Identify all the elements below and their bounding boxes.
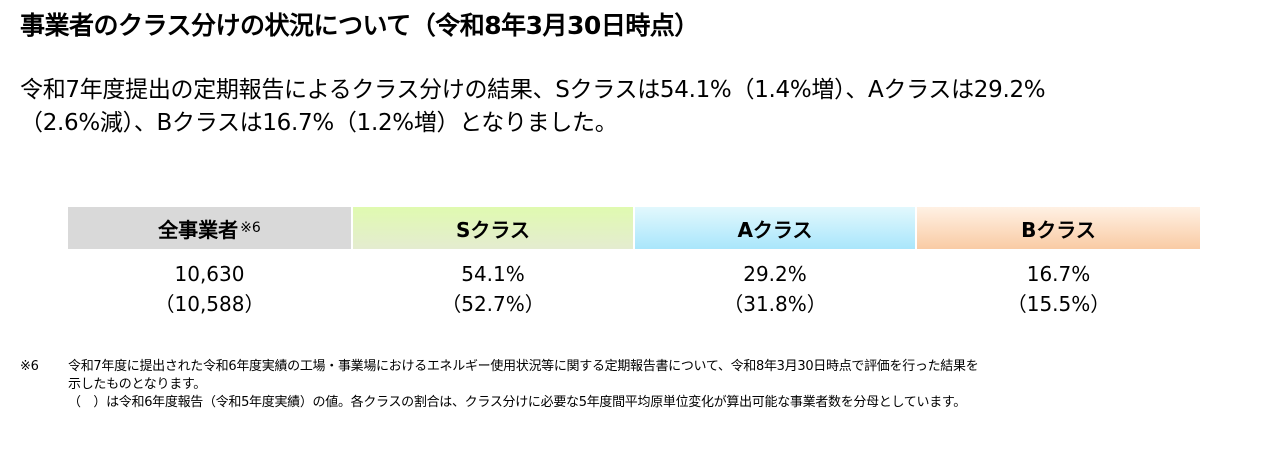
previous-value: （15.5%）: [1006, 292, 1111, 316]
class-table: 全事業者 ※6 Sクラス Aクラス Bクラス 10,630 （10,588） 54…: [68, 207, 1200, 319]
cell-a-class: 29.2% （31.8%）: [635, 259, 915, 319]
footnote-reference: ※6: [240, 220, 261, 236]
header-a-class: Aクラス: [635, 207, 915, 249]
footnote: ※6 令和7年度に提出された令和6年度実績の工場・事業場におけるエネルギー使用状…: [20, 358, 1270, 412]
summary-line-2: （2.6%減）、Bクラスは16.7%（1.2%増）となりました。: [20, 110, 618, 136]
summary-line-1: 令和7年度提出の定期報告によるクラス分けの結果、Sクラスは54.1%（1.4%増…: [20, 77, 1046, 103]
summary-text: 令和7年度提出の定期報告によるクラス分けの結果、Sクラスは54.1%（1.4%増…: [20, 74, 1270, 140]
footnote-line-2: 示したものとなります。: [68, 377, 207, 392]
header-all-businesses: 全事業者 ※6: [68, 207, 351, 249]
footnote-line-1: 令和7年度に提出された令和6年度実績の工場・事業場におけるエネルギー使用状況等に…: [68, 359, 979, 374]
footnote-mark: ※6: [20, 359, 39, 374]
previous-value: （52.7%）: [441, 292, 545, 316]
header-s-class: Sクラス: [353, 207, 633, 249]
previous-value: （31.8%）: [723, 292, 827, 316]
table-data-row: 10,630 （10,588） 54.1% （52.7%） 29.2% （31.…: [68, 259, 1200, 319]
page-title: 事業者のクラス分けの状況について（令和8年3月30日時点）: [20, 11, 699, 40]
table-header-row: 全事業者 ※6 Sクラス Aクラス Bクラス: [68, 207, 1200, 249]
previous-value: （10,588）: [154, 292, 265, 316]
header-b-class: Bクラス: [917, 207, 1200, 249]
footnote-line-3: （ ）は令和6年度報告（令和5年度実績）の値。各クラスの割合は、クラス分けに必要…: [68, 395, 967, 410]
cell-s-class: 54.1% （52.7%）: [353, 259, 633, 319]
current-value: 10,630: [174, 262, 245, 286]
current-value: 16.7%: [1026, 262, 1091, 286]
current-value: 54.1%: [461, 262, 525, 286]
current-value: 29.2%: [743, 262, 807, 286]
cell-b-class: 16.7% （15.5%）: [917, 259, 1200, 319]
cell-all-businesses: 10,630 （10,588）: [68, 259, 351, 319]
